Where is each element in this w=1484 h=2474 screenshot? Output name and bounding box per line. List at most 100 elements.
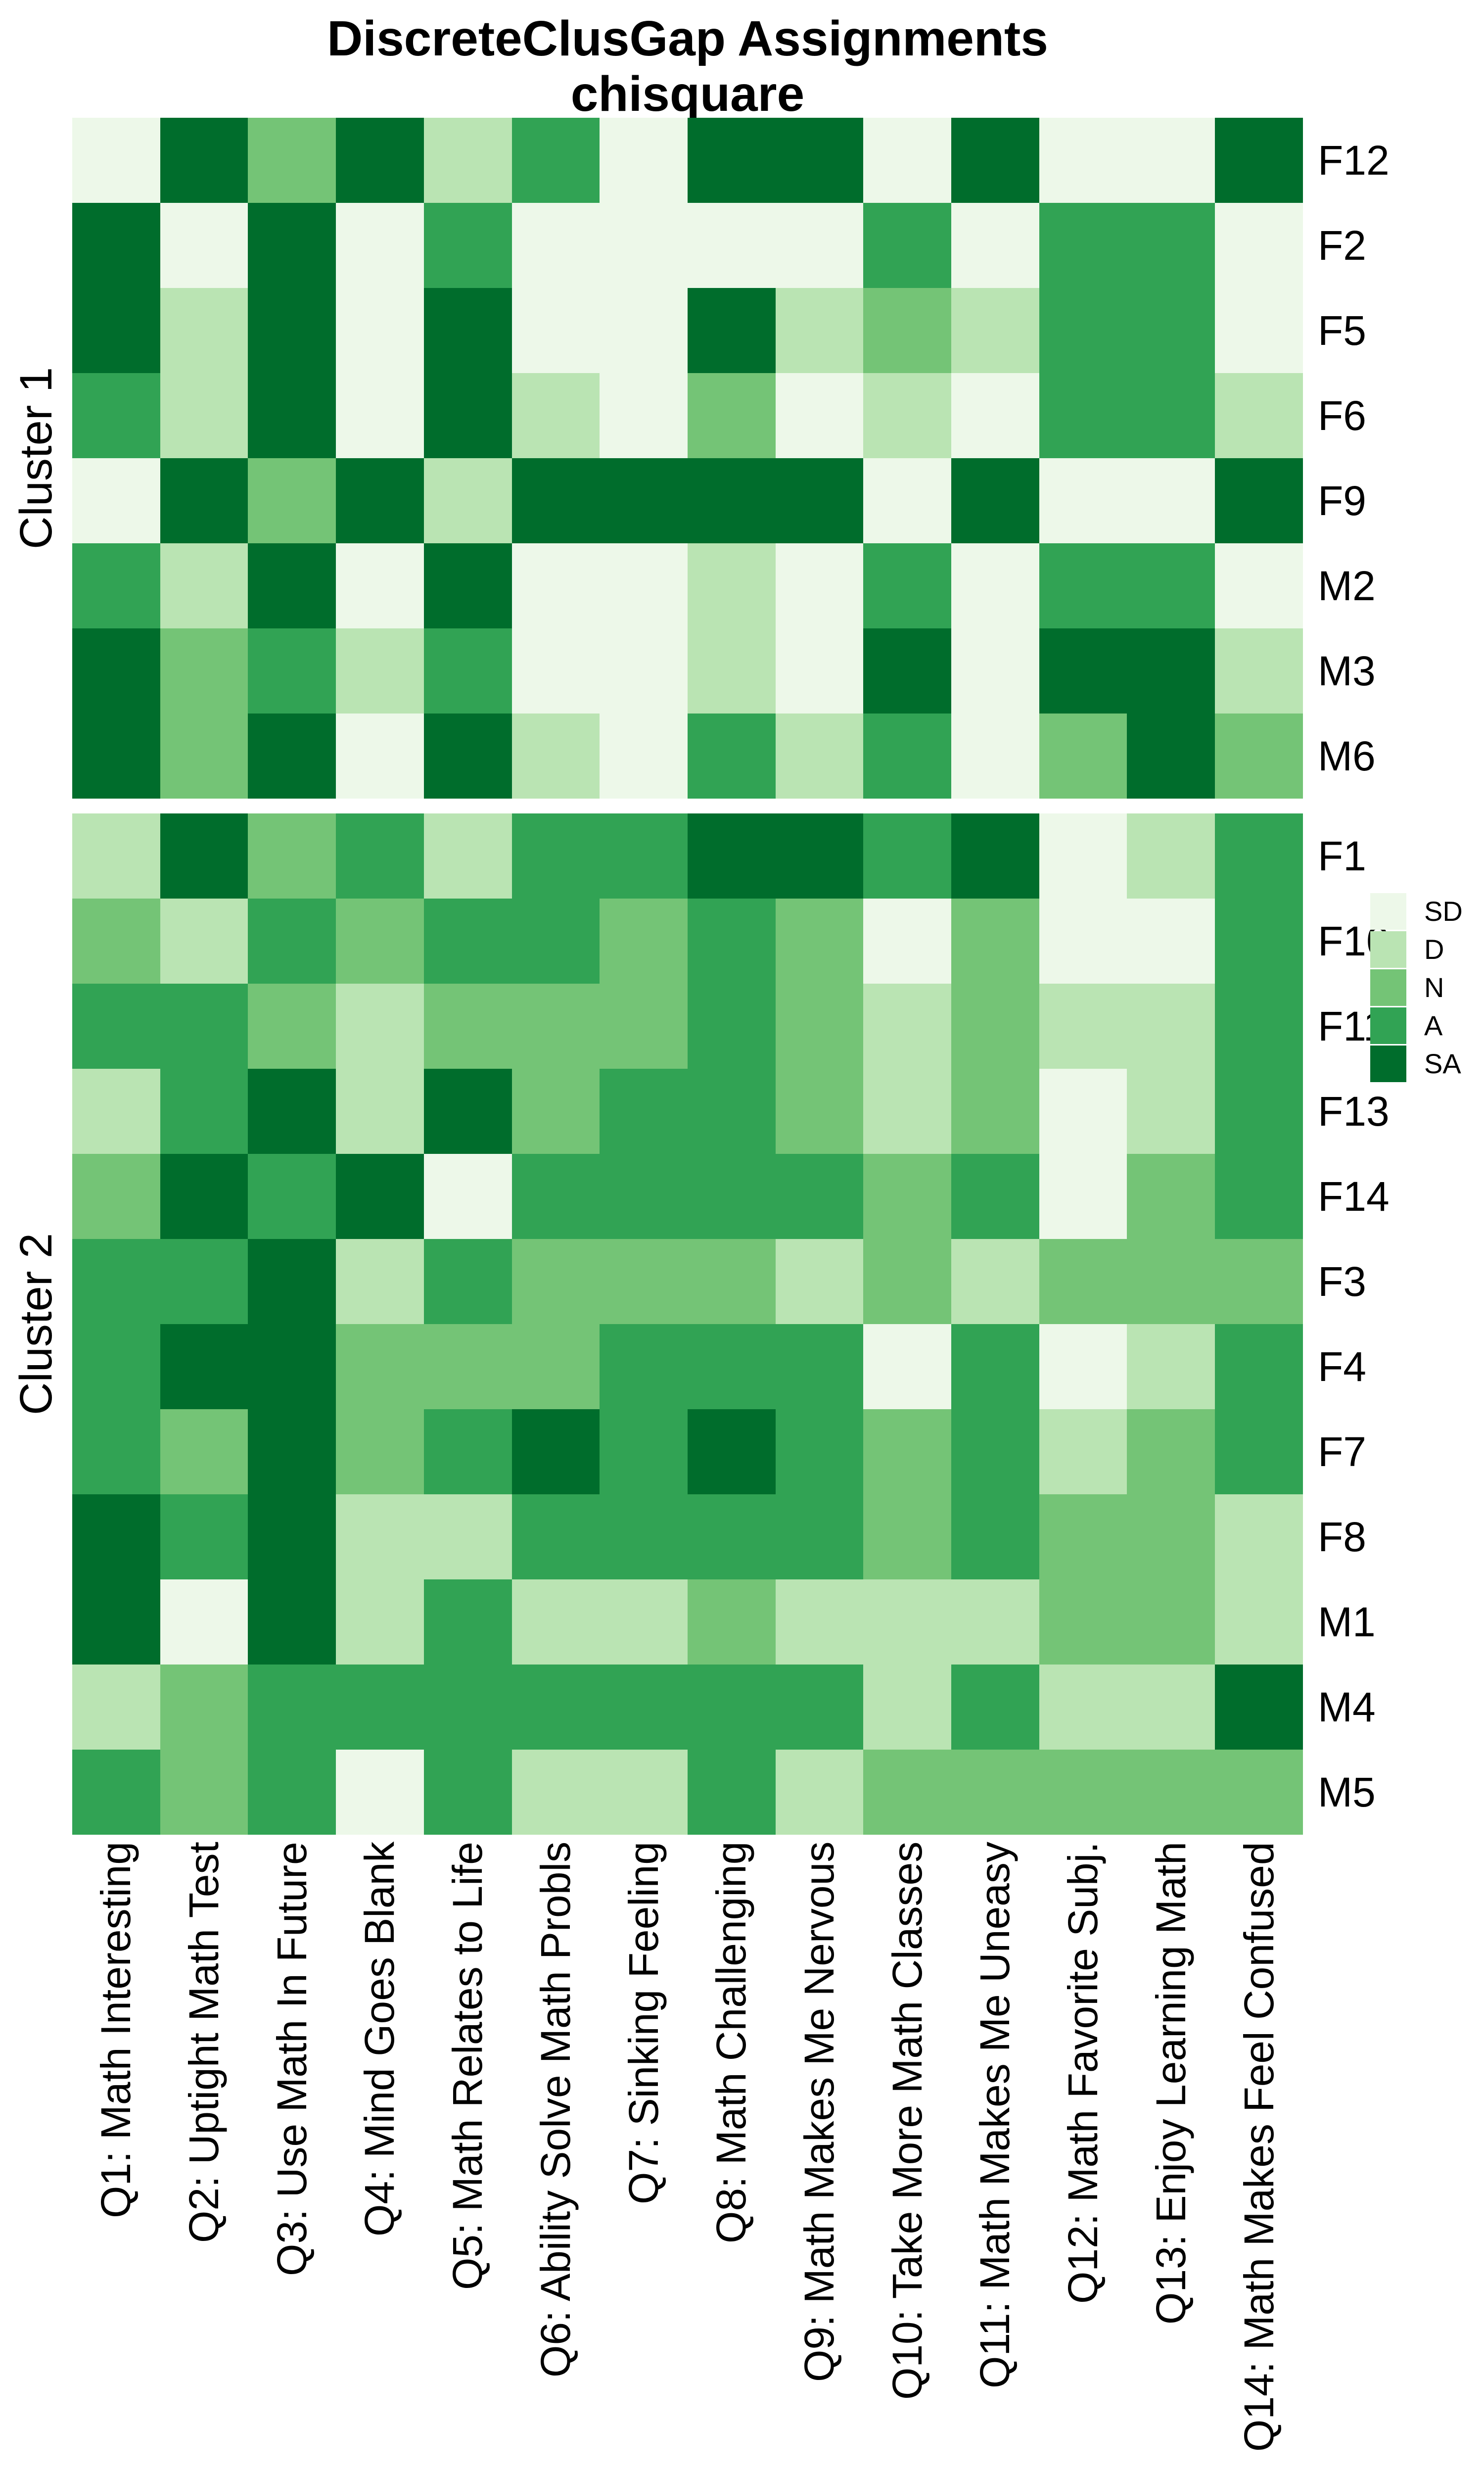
chart-title-line1: DiscreteClusGap Assignments — [327, 11, 1048, 66]
column-label: Q9: Math Makes Me Nervous — [776, 1842, 864, 2474]
heatmap-cell — [600, 203, 688, 288]
heatmap-cell — [775, 203, 864, 288]
heatmap-cell — [160, 1069, 248, 1154]
heatmap-cell — [1215, 288, 1303, 373]
heatmap-cell — [1127, 1579, 1215, 1665]
heatmap-cell — [687, 1239, 776, 1324]
heatmap-cell — [687, 288, 776, 373]
heatmap-cell — [423, 203, 512, 288]
heatmap-cell — [951, 118, 1039, 203]
column-label: Q7: Sinking Feeling — [600, 1842, 688, 2474]
row-label: F14 — [1318, 1173, 1390, 1220]
heatmap-cell — [775, 1154, 864, 1239]
heatmap-cell — [336, 984, 424, 1069]
heatmap-cell — [1127, 1665, 1215, 1750]
heatmap-cell — [423, 628, 512, 714]
heatmap-cell — [863, 714, 952, 799]
heatmap-cell — [1039, 288, 1127, 373]
heatmap-cell — [951, 1409, 1039, 1494]
heatmap-cell — [863, 899, 952, 984]
row-label: M1 — [1318, 1599, 1376, 1645]
legend-swatch — [1370, 1007, 1406, 1044]
heatmap-cell — [600, 628, 688, 714]
heatmap-cell — [511, 714, 600, 799]
heatmap-cell — [423, 1750, 512, 1835]
heatmap-cell — [248, 288, 336, 373]
legend-swatch — [1370, 969, 1406, 1006]
heatmap-cell — [511, 1409, 600, 1494]
heatmap-cell — [72, 813, 160, 899]
row-label: M2 — [1318, 563, 1376, 609]
heatmap-cell — [336, 543, 424, 628]
heatmap-cell — [775, 1324, 864, 1409]
heatmap-cell — [863, 458, 952, 543]
heatmap-cell — [511, 543, 600, 628]
heatmap-cell — [951, 899, 1039, 984]
heatmap-cell — [600, 899, 688, 984]
heatmap-cell — [1127, 288, 1215, 373]
row-label: F7 — [1318, 1428, 1367, 1475]
heatmap-cell — [1039, 458, 1127, 543]
column-label-text: Q8: Math Challenging — [708, 1842, 755, 2244]
row-label: F13 — [1318, 1088, 1390, 1135]
chart-title-line2: chisquare — [570, 66, 805, 122]
heatmap-cell — [1039, 1154, 1127, 1239]
heatmap-cell — [248, 118, 336, 203]
heatmap-cell — [1039, 899, 1127, 984]
heatmap-cell — [511, 1324, 600, 1409]
heatmap-cell — [72, 373, 160, 458]
heatmap-cell — [511, 1665, 600, 1750]
row-label: F4 — [1318, 1343, 1367, 1390]
heatmap-cell — [863, 543, 952, 628]
heatmap-cell — [1039, 373, 1127, 458]
heatmap-cell — [160, 984, 248, 1069]
heatmap-cell — [423, 288, 512, 373]
row-label: M4 — [1318, 1684, 1376, 1730]
row-label: F12 — [1318, 137, 1390, 184]
heatmap-cell — [687, 458, 776, 543]
heatmap-cell — [160, 203, 248, 288]
heatmap-cell — [336, 288, 424, 373]
heatmap-cell — [1039, 118, 1127, 203]
legend-entry: A — [1370, 1007, 1463, 1044]
column-label: Q3: Use Math In Future — [248, 1842, 336, 2474]
heatmap-cell — [160, 813, 248, 899]
heatmap-cell — [1215, 628, 1303, 714]
heatmap-cell — [951, 1239, 1039, 1324]
legend-label: SA — [1424, 1048, 1461, 1079]
heatmap-cell — [336, 1324, 424, 1409]
heatmap-cell — [423, 899, 512, 984]
heatmap-cell — [72, 1069, 160, 1154]
heatmap-cell — [951, 1494, 1039, 1579]
cluster-label-text: Cluster 2 — [10, 1233, 61, 1416]
heatmap-cell — [336, 1665, 424, 1750]
heatmap-cell — [336, 714, 424, 799]
heatmap-cell — [775, 1239, 864, 1324]
heatmap-cell — [423, 1239, 512, 1324]
heatmap-cell — [423, 1069, 512, 1154]
heatmap-cell — [775, 1579, 864, 1665]
column-label: Q4: Mind Goes Blank — [336, 1842, 424, 2474]
heatmap-cell — [160, 118, 248, 203]
heatmap-cell — [336, 1579, 424, 1665]
chart-title: DiscreteClusGap Assignments chisquare — [72, 11, 1303, 122]
heatmap-cell — [423, 543, 512, 628]
heatmap-cell — [72, 984, 160, 1069]
heatmap-cluster2-grid — [72, 813, 1303, 1835]
heatmap-cell — [248, 1239, 336, 1324]
heatmap-cell — [1127, 118, 1215, 203]
heatmap-cell — [1039, 1069, 1127, 1154]
heatmap-cell — [72, 543, 160, 628]
heatmap-cell — [775, 984, 864, 1069]
heatmap-cell — [1215, 1494, 1303, 1579]
heatmap-cell — [336, 628, 424, 714]
heatmap-cell — [687, 373, 776, 458]
heatmap-cell — [1215, 813, 1303, 899]
heatmap-cell — [248, 1324, 336, 1409]
heatmap-cell — [687, 984, 776, 1069]
heatmap-cell — [600, 458, 688, 543]
heatmap-cell — [160, 1494, 248, 1579]
heatmap-cell — [1215, 1239, 1303, 1324]
heatmap-cell — [951, 288, 1039, 373]
heatmap-cell — [336, 1069, 424, 1154]
